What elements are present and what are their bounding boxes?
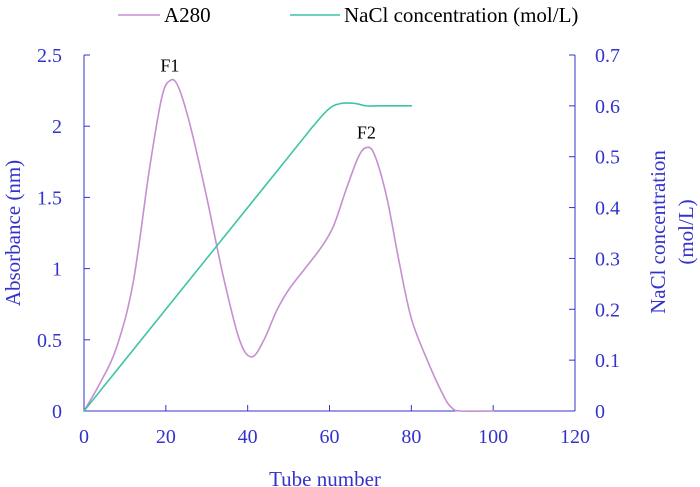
y-tick-label: 2.5 <box>37 45 62 67</box>
y2-tick-label: 0.4 <box>595 198 620 220</box>
y2-tick-label: 0.7 <box>595 45 620 67</box>
peak-label: F2 <box>357 123 376 143</box>
y-tick-label: 0 <box>52 401 62 423</box>
x-tick-label: 60 <box>320 426 340 448</box>
peak-annotations: F1 F2 <box>160 56 375 143</box>
y2-tick-label: 0 <box>595 401 605 423</box>
peak-label: F1 <box>160 56 179 76</box>
y-tick-label: 2 <box>52 116 62 138</box>
y-axis-title: Absorbance (nm) <box>1 160 25 306</box>
y2-tick-label: 0.3 <box>595 248 620 270</box>
x-tick-label: 0 <box>79 426 89 448</box>
y2-tick-label: 0.1 <box>595 350 620 372</box>
series-line-a280 <box>83 78 494 413</box>
y2-axis-title-line1: NaCl concentration <box>646 150 670 314</box>
y2-axis-title-line2: (mol/L) <box>674 199 698 264</box>
x-tick-label: 100 <box>478 426 508 448</box>
x-tick-label: 20 <box>156 426 176 448</box>
y-tick-label: 0.5 <box>37 330 62 352</box>
legend-label-a280: A280 <box>164 3 211 27</box>
x-tick-label: 80 <box>401 426 421 448</box>
y2-tick-label: 0.6 <box>595 96 620 118</box>
y-tick-label: 1 <box>52 259 62 281</box>
legend: A280 NaCl concentration (mol/L) <box>118 3 578 27</box>
y2-tick-label: 0.5 <box>595 147 620 169</box>
legend-label-nacl: NaCl concentration (mol/L) <box>344 3 578 27</box>
plot-area <box>83 78 494 413</box>
axis-ticks: 0 20 40 60 80 100 12000.511.522.500.10.20.30.4… <box>37 45 620 448</box>
x-tick-label: 120 <box>560 426 590 448</box>
x-axis-title: Tube number <box>269 467 381 487</box>
series-line-nacl <box>83 102 413 412</box>
x-tick-label: 40 <box>238 426 258 448</box>
y-tick-label: 1.5 <box>37 187 62 209</box>
y2-tick-label: 0.2 <box>595 299 620 321</box>
